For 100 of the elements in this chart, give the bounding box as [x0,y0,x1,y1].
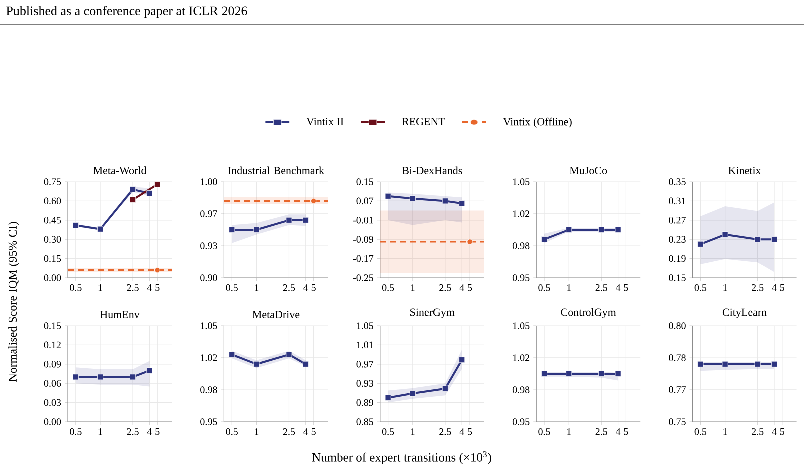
x-tick-label: 4 [616,428,621,436]
y-tick-label: 0.89 [356,399,374,406]
x-tick-label: 4 [147,284,152,292]
x-tick-label: 5 [156,284,160,292]
y-tick-label: 0.31 [669,198,686,205]
x-tick-label: 5 [156,428,160,436]
y-tick-label: 0.06 [44,380,62,387]
y-tick-label: 0.90 [200,274,218,282]
x-tick-label: 4 [304,428,308,436]
x-tick-label: 0.5 [226,428,238,436]
x-tick-label: 0.5 [226,284,238,292]
legend-label: Vintix II [306,118,344,126]
x-tick-label: 4 [772,428,777,436]
y-tick-label: 0.95 [512,274,530,282]
y-tick-label: 0.00 [44,418,62,426]
chart-title: Industrial Benchmark [228,166,324,174]
y-tick-label: 0.45 [44,217,62,224]
y-tick-label: 0.00 [44,274,62,282]
y-tick-label: 0.97 [356,361,374,368]
x-tick-label: 1 [411,284,415,292]
x-tick-label: 2.5 [752,428,764,436]
y-tick-label: 0.60 [44,198,62,205]
chart-title: ControlGym [561,308,616,318]
y-tick-label: 0.75 [669,418,686,426]
x-tick-label: 4 [772,284,777,292]
x-tick-label: 2.5 [440,284,452,292]
y-tick-label: 1.00 [201,178,218,186]
y-tick-label: 1.05 [513,322,530,330]
x-tick-label: 0.5 [382,428,394,436]
y-tick-label: 0.98 [512,386,530,394]
x-tick-label: 5 [624,428,628,436]
y-tick-label: 0.93 [356,380,374,387]
y-tick-label: 0.35 [669,178,686,186]
y-tick-label: 0.07 [356,198,374,205]
x-tick-label: 5 [468,284,472,292]
chart-title: SinerGym [410,308,455,318]
x-tick-label: 5 [780,284,785,292]
y-axis-title: Normalised Score IQM (95% CI) [8,222,20,382]
y-tick-label: 1.01 [357,342,374,349]
chart-title: Bi-DexHands [402,166,462,174]
y-tick-label: 0.09 [44,361,62,368]
y-tick-label: 0.97 [200,210,218,218]
x-tick-label: 1 [411,428,415,436]
x-tick-label: 5 [312,284,316,292]
y-tick-label: 0.80 [669,322,686,330]
x-tick-label: 4 [460,284,464,292]
y-tick-label: 0.15 [356,178,374,186]
y-tick-label: 0.30 [44,236,62,243]
x-tick-label: 0.5 [70,428,82,436]
y-tick-label: 1.02 [201,354,218,362]
y-tick-label: 0.98 [200,386,218,394]
chart-title: MetaDrive [252,311,300,318]
x-tick-label: 2.5 [596,428,608,436]
y-tick-label: 0.15 [44,322,62,330]
x-tick-label: 1 [567,284,572,292]
y-tick-label: 0.27 [669,217,686,224]
y-tick-label: -0.25 [353,274,374,282]
x-tick-label: 0.5 [694,428,707,436]
x-tick-label: 2.5 [596,284,608,292]
x-axis-title: Number of expert transitions (×10$^{3}$) [312,452,492,464]
y-tick-label: 0.23 [669,236,686,243]
y-tick-label: 0.95 [200,418,218,426]
x-tick-label: 1 [255,428,259,436]
y-tick-label: 0.12 [44,342,61,349]
y-tick-label: -0.01 [353,217,374,224]
x-tick-label: 1 [567,428,572,436]
y-tick-label: -0.17 [353,255,374,262]
y-tick-label: 1.05 [357,322,374,330]
x-tick-label: 0.5 [382,284,394,292]
text: Published as a conference paper at ICLR 2026 [6,6,248,18]
y-tick-label: 1.02 [513,354,530,362]
x-tick-label: 2.5 [127,428,139,436]
y-tick-label: 0.77 [669,386,686,394]
chart-title: HumEnv [100,311,140,318]
x-tick-label: 5 [468,428,472,436]
x-tick-label: 4 [147,428,152,436]
y-tick-label: 0.15 [44,255,62,262]
y-tick-label: 1.02 [513,210,530,218]
chart-title: CityLearn [722,308,767,318]
y-tick-label: 0.19 [669,255,686,262]
x-tick-label: 5 [780,428,785,436]
x-tick-label: 4 [616,284,621,292]
x-tick-label: 5 [624,284,628,292]
x-tick-label: 0.5 [538,428,550,436]
legend-label: REGENT [402,118,446,126]
x-tick-label: 2.5 [283,284,296,292]
x-tick-label: 2.5 [283,428,296,436]
y-tick-label: 0.95 [512,418,530,426]
y-tick-label: 0.03 [44,399,62,406]
legend-label: Vintix (Offline) [503,118,572,128]
chart-title: MuJoCo [570,167,608,174]
x-tick-label: 1 [724,428,728,436]
x-tick-label: 2.5 [752,284,764,292]
x-tick-label: 1 [98,428,102,436]
y-tick-label: -0.09 [353,236,374,243]
x-tick-label: 4 [304,284,308,292]
x-tick-label: 1 [255,284,259,292]
y-tick-label: 0.93 [200,242,218,250]
x-tick-label: 5 [312,428,316,436]
y-tick-label: 0.98 [512,242,530,250]
